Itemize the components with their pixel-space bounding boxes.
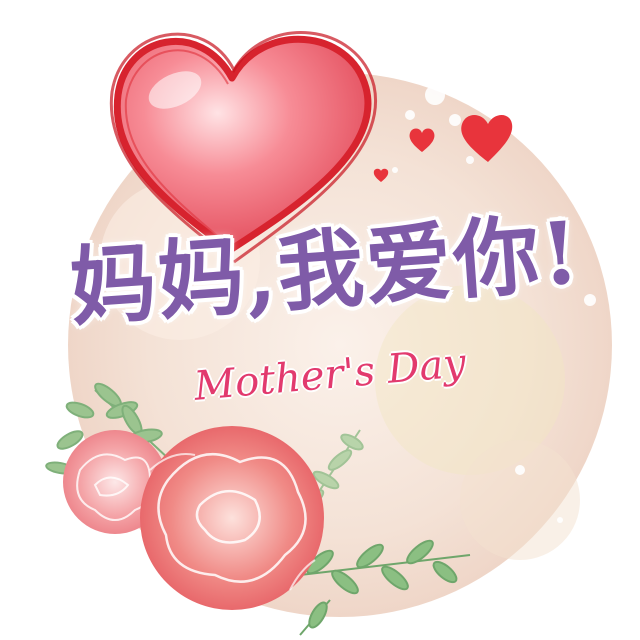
fern-leaf-icon [299,539,471,636]
small-heart-icon [409,128,435,152]
soft-bokeh [460,440,580,560]
small-heart-icon [373,168,389,182]
splatter-dots [392,85,596,523]
fern-leaf-icon [45,382,171,475]
small-heart-icon [461,115,513,162]
big-heart-icon [109,31,377,264]
soft-bokeh [375,285,565,475]
carnation-flower-icon [140,426,324,610]
